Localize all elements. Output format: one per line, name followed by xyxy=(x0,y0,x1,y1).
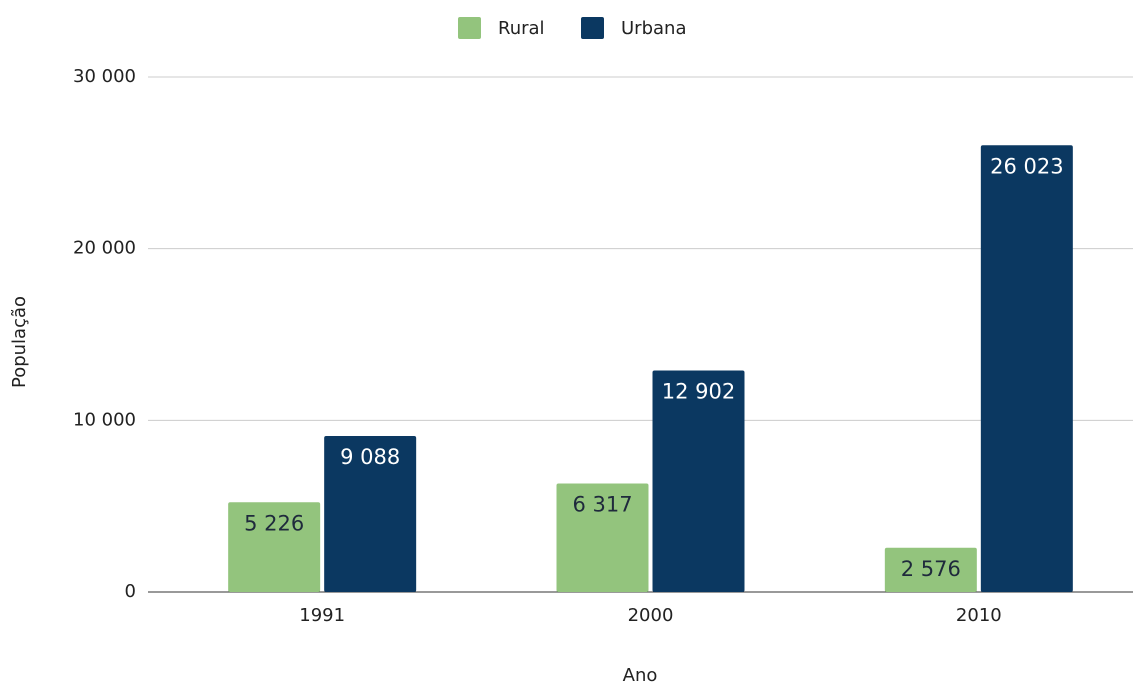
value-label: 9 088 xyxy=(340,445,400,469)
x-tick-label: 2010 xyxy=(956,605,1002,626)
bar xyxy=(228,502,321,592)
bar xyxy=(652,370,745,592)
y-tick-label: 0 xyxy=(125,581,136,602)
x-tick-label: 2000 xyxy=(628,605,674,626)
y-axis-label: População xyxy=(9,296,30,388)
bar xyxy=(980,145,1073,592)
value-label: 26 023 xyxy=(990,154,1063,178)
x-tick-label: 1991 xyxy=(299,605,345,626)
value-label: 12 902 xyxy=(662,380,735,404)
value-label: 5 226 xyxy=(244,511,304,535)
bar xyxy=(324,435,417,592)
y-tick-label: 30 000 xyxy=(73,66,136,87)
x-axis-label: Ano xyxy=(623,665,658,686)
bar xyxy=(884,547,977,592)
bar xyxy=(556,483,649,592)
legend-swatch xyxy=(458,17,481,39)
legend-swatch xyxy=(581,17,604,39)
y-tick-label: 20 000 xyxy=(73,238,136,259)
value-label: 6 317 xyxy=(572,493,632,517)
legend-label: Urbana xyxy=(621,18,686,39)
y-tick-label: 10 000 xyxy=(73,409,136,430)
legend-label: Rural xyxy=(498,18,545,39)
value-label: 2 576 xyxy=(901,557,961,581)
